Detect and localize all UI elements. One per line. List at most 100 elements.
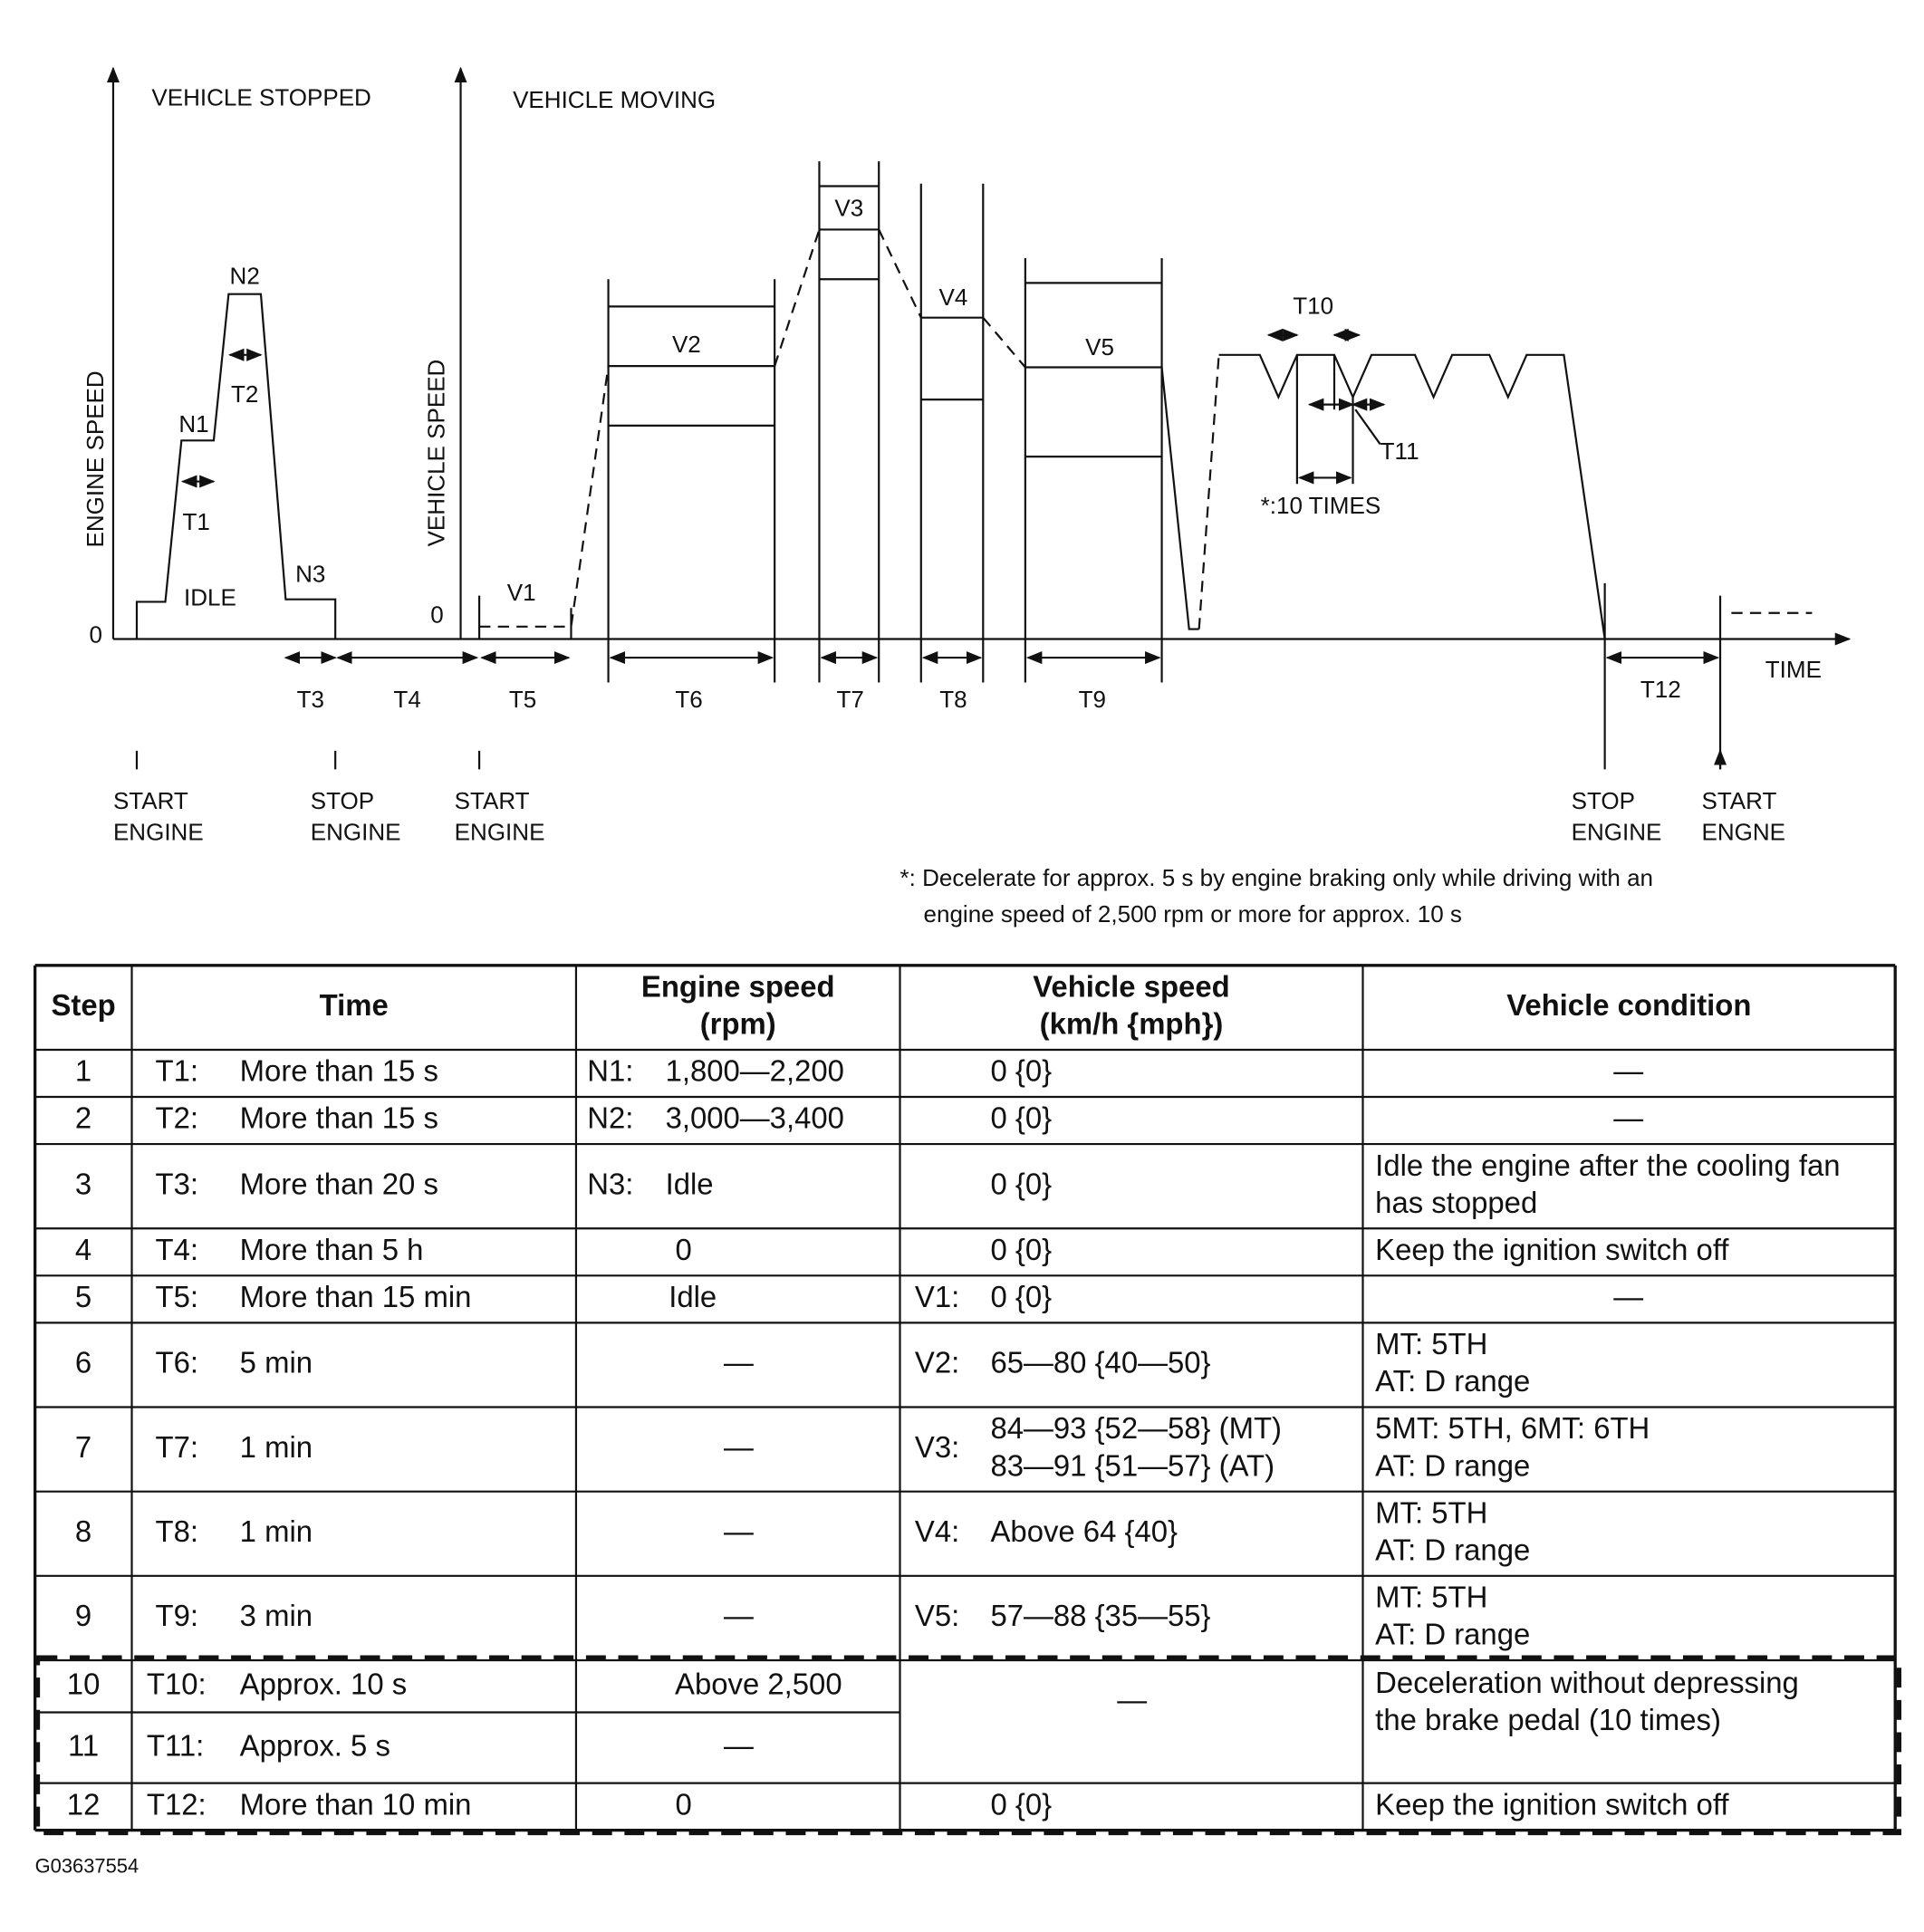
- label: VEHICLE MOVING: [513, 86, 716, 113]
- time: More than 20 s: [240, 1167, 438, 1200]
- engine: —: [724, 1430, 754, 1464]
- engine: 3,000—3,400: [666, 1101, 844, 1135]
- note: *: Decelerate for approx. 5 s by engine …: [900, 864, 1654, 891]
- vehicle-id: V2:: [915, 1346, 959, 1379]
- event-label: START: [113, 787, 188, 814]
- time: 1 min: [240, 1514, 313, 1548]
- cell-text: Keep the ignition switch off: [1375, 1787, 1729, 1821]
- event-label: ENGINE: [1572, 818, 1662, 845]
- cell-text: MT: 5TH: [1375, 1581, 1487, 1614]
- label: N2: [230, 263, 260, 290]
- time-id: T6:: [156, 1346, 198, 1379]
- cell-text: (rpm): [700, 1007, 776, 1041]
- time-id: T5:: [156, 1280, 198, 1313]
- cell-text: Vehicle speed: [1033, 970, 1229, 1004]
- label: V3: [834, 194, 863, 221]
- cell-text: AT: D range: [1375, 1618, 1530, 1651]
- step: 7: [75, 1430, 91, 1464]
- engine: —: [724, 1514, 754, 1548]
- time: More than 5 h: [240, 1233, 424, 1266]
- engine: Above 2,500: [675, 1667, 842, 1700]
- step: 9: [75, 1599, 91, 1632]
- label: VEHICLE SPEED: [423, 360, 450, 547]
- engine-id: N3:: [587, 1167, 633, 1200]
- step: 4: [75, 1233, 91, 1266]
- engine: —: [724, 1728, 754, 1762]
- step: 10: [67, 1667, 101, 1700]
- cell-text: MT: 5TH: [1375, 1327, 1487, 1360]
- cell-text: Above 64 {40}: [991, 1514, 1178, 1548]
- cell-text: has stopped: [1375, 1186, 1537, 1219]
- time: 3 min: [240, 1599, 313, 1632]
- time-id: T1:: [156, 1054, 198, 1088]
- dashed-frame: [34, 1655, 1902, 1836]
- cell-text: —: [1117, 1683, 1147, 1716]
- vehicle-id: V3:: [915, 1430, 959, 1464]
- step: 8: [75, 1514, 91, 1548]
- vehicle-id: V4:: [915, 1514, 959, 1548]
- time-id: T2:: [156, 1101, 198, 1135]
- label: V1: [507, 579, 536, 606]
- cell-text: Deceleration without depressing: [1375, 1666, 1799, 1699]
- cell-text: 83—91 {51—57} (AT): [991, 1448, 1275, 1482]
- label: T4: [393, 686, 420, 713]
- label: N1: [178, 410, 208, 437]
- cell-text: 0 {0}: [991, 1054, 1053, 1088]
- cell-text: —: [1613, 1101, 1643, 1135]
- note: engine speed of 2,500 rpm or more for ap…: [924, 900, 1462, 928]
- cell-text: 84—93 {52—58} (MT): [991, 1411, 1282, 1445]
- time-id: T9:: [156, 1599, 198, 1632]
- cell-text: 0 {0}: [991, 1167, 1053, 1200]
- event-label: ENGNE: [1701, 818, 1785, 845]
- label: T11: [1380, 437, 1419, 465]
- time: More than 10 min: [240, 1787, 472, 1821]
- event-label: STOP: [1572, 787, 1635, 814]
- label: T8: [939, 686, 967, 713]
- cell-text: 0 {0}: [991, 1280, 1053, 1313]
- engine: 1,800—2,200: [666, 1054, 844, 1088]
- label: 0: [90, 621, 102, 649]
- label: *:10 TIMES: [1261, 492, 1381, 519]
- cell-text: Idle the engine after the cooling fan: [1375, 1149, 1840, 1182]
- time: 5 min: [240, 1346, 313, 1379]
- engine: 0: [676, 1233, 692, 1266]
- cell-text: 57—88 {35—55}: [991, 1599, 1211, 1632]
- engine: Idle: [669, 1280, 717, 1313]
- time-id: T12:: [147, 1787, 207, 1821]
- cell-text: 5MT: 5TH, 6MT: 6TH: [1375, 1411, 1650, 1445]
- label: ENGINE SPEED: [82, 370, 109, 547]
- figure-id: G03637554: [35, 1855, 139, 1878]
- event-label: ENGINE: [311, 818, 401, 845]
- step: 1: [75, 1054, 91, 1088]
- engine: 0: [676, 1787, 692, 1821]
- diagram-lines: [106, 66, 1852, 770]
- cell-text: Step: [51, 988, 115, 1022]
- time: 1 min: [240, 1430, 313, 1464]
- label: N3: [295, 561, 325, 588]
- label: T6: [675, 686, 702, 713]
- step: 6: [75, 1346, 91, 1379]
- label: V4: [938, 284, 967, 311]
- cell-text: —: [1613, 1280, 1643, 1313]
- cell-text: MT: 5TH: [1375, 1495, 1487, 1529]
- label: T2: [231, 380, 258, 408]
- cell-text: 0 {0}: [991, 1101, 1053, 1135]
- vehicle-id: V5:: [915, 1599, 959, 1632]
- step: 12: [67, 1787, 101, 1821]
- label: T1: [183, 508, 210, 535]
- step: 2: [75, 1101, 91, 1135]
- vehicle-id: V1:: [915, 1280, 959, 1313]
- time: More than 15 s: [240, 1101, 438, 1135]
- label: T12: [1640, 676, 1681, 703]
- cell-text: (km/h {mph}): [1040, 1007, 1224, 1041]
- label: T9: [1079, 686, 1106, 713]
- cell-text: AT: D range: [1375, 1364, 1530, 1398]
- time-id: T8:: [156, 1514, 198, 1548]
- cell-text: Keep the ignition switch off: [1375, 1233, 1729, 1266]
- label: IDLE: [184, 584, 236, 611]
- label: V5: [1085, 333, 1114, 360]
- cell-text: Time: [320, 988, 389, 1022]
- time-id: T3:: [156, 1167, 198, 1200]
- time-id: T10:: [147, 1667, 207, 1700]
